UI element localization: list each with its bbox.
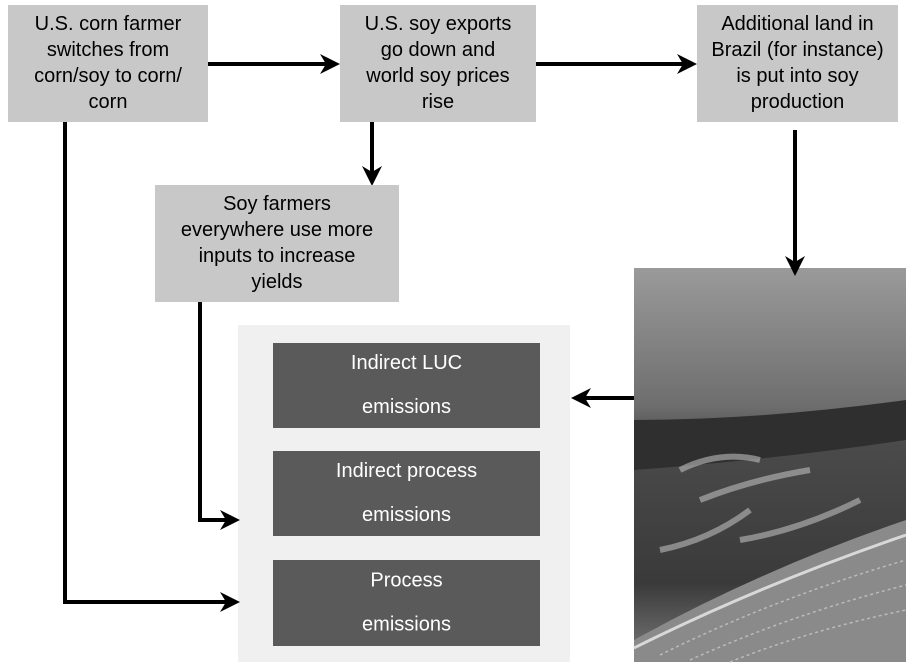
node-label: switches from <box>47 39 169 61</box>
node-label: production <box>751 91 844 113</box>
node-label: emissions <box>362 613 451 635</box>
node-label: rise <box>422 91 454 113</box>
node-label: Indirect process <box>336 460 477 482</box>
node-label: world soy prices <box>365 65 509 87</box>
node-label: inputs to increase <box>199 245 356 267</box>
node-label: corn <box>89 91 128 113</box>
node-label: yields <box>251 271 302 293</box>
node-label: Indirect LUC <box>351 352 462 374</box>
node-label: U.S. soy exports <box>365 13 512 35</box>
node-label: U.S. corn farmer <box>35 13 182 35</box>
aerial-photo <box>634 268 906 662</box>
node-label: Brazil (for instance) <box>711 39 883 61</box>
node-label: Additional land in <box>721 13 873 35</box>
node-label: corn/soy to corn/ <box>34 65 182 87</box>
node-label: go down and <box>381 39 496 61</box>
node-label: Process <box>370 569 442 591</box>
diagram: U.S. corn farmer switches from corn/soy to… <box>0 0 906 666</box>
node-label: Soy farmers <box>223 193 331 215</box>
node-label: is put into soy <box>736 65 858 87</box>
node-label: emissions <box>362 504 451 526</box>
node-label: emissions <box>362 396 451 418</box>
node-label: everywhere use more <box>181 219 373 241</box>
